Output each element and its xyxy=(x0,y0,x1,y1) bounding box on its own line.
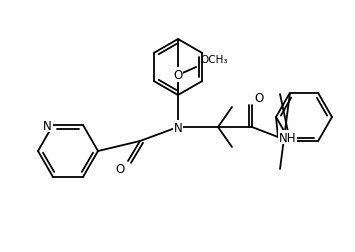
Text: OCH₃: OCH₃ xyxy=(200,55,228,65)
Text: N: N xyxy=(43,119,52,132)
Text: O: O xyxy=(173,69,182,82)
Text: NH: NH xyxy=(279,131,296,144)
Text: O: O xyxy=(116,162,125,175)
Text: N: N xyxy=(174,121,182,134)
Text: O: O xyxy=(254,92,263,105)
